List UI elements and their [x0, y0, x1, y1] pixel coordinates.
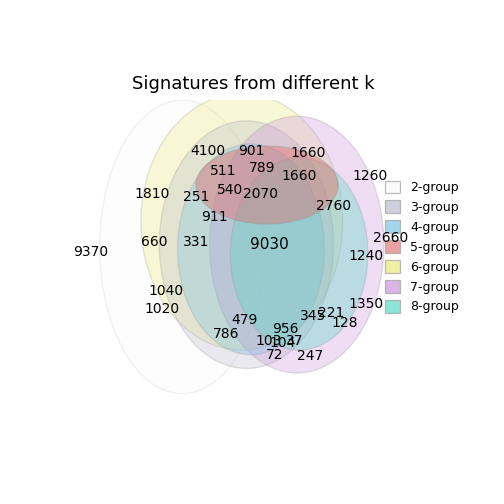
Text: 1660: 1660: [291, 146, 326, 160]
Text: 1810: 1810: [135, 187, 170, 201]
Ellipse shape: [159, 121, 334, 368]
Text: 251: 251: [183, 190, 209, 204]
Text: 789: 789: [249, 161, 276, 175]
Text: 786: 786: [213, 327, 239, 341]
Text: 956: 956: [272, 323, 298, 337]
Text: 511: 511: [210, 164, 237, 178]
Text: 660: 660: [142, 235, 168, 249]
Text: 345: 345: [300, 309, 326, 323]
Text: 1240: 1240: [348, 249, 383, 263]
Text: 221: 221: [318, 306, 344, 321]
Text: 331: 331: [183, 235, 209, 249]
Ellipse shape: [100, 100, 265, 394]
Legend: 2-group, 3-group, 4-group, 5-group, 6-group, 7-group, 8-group: 2-group, 3-group, 4-group, 5-group, 6-gr…: [382, 177, 463, 317]
Text: 1260: 1260: [352, 169, 388, 183]
Text: 2660: 2660: [373, 231, 408, 245]
Text: 9370: 9370: [73, 244, 108, 259]
Text: 911: 911: [201, 210, 228, 224]
Text: 901: 901: [238, 144, 264, 158]
Text: 1040: 1040: [149, 284, 184, 297]
Text: 72: 72: [266, 348, 284, 362]
Text: 2760: 2760: [316, 199, 351, 213]
Text: 247: 247: [297, 349, 324, 363]
Text: 1350: 1350: [348, 297, 383, 311]
Title: Signatures from different k: Signatures from different k: [132, 75, 374, 93]
Text: 4100: 4100: [190, 144, 225, 158]
Ellipse shape: [230, 158, 368, 350]
Text: 2070: 2070: [242, 187, 278, 201]
Ellipse shape: [141, 93, 343, 350]
Text: 104: 104: [269, 336, 295, 350]
Text: 1660: 1660: [281, 169, 317, 183]
Text: 1020: 1020: [144, 302, 179, 316]
Text: 37: 37: [286, 334, 303, 348]
Ellipse shape: [210, 116, 384, 373]
Text: 128: 128: [332, 316, 358, 330]
Text: 540: 540: [217, 182, 243, 197]
Ellipse shape: [177, 144, 324, 355]
Text: 479: 479: [231, 313, 257, 327]
Text: 9030: 9030: [250, 237, 289, 252]
Text: 103: 103: [255, 334, 282, 348]
Ellipse shape: [196, 146, 338, 224]
